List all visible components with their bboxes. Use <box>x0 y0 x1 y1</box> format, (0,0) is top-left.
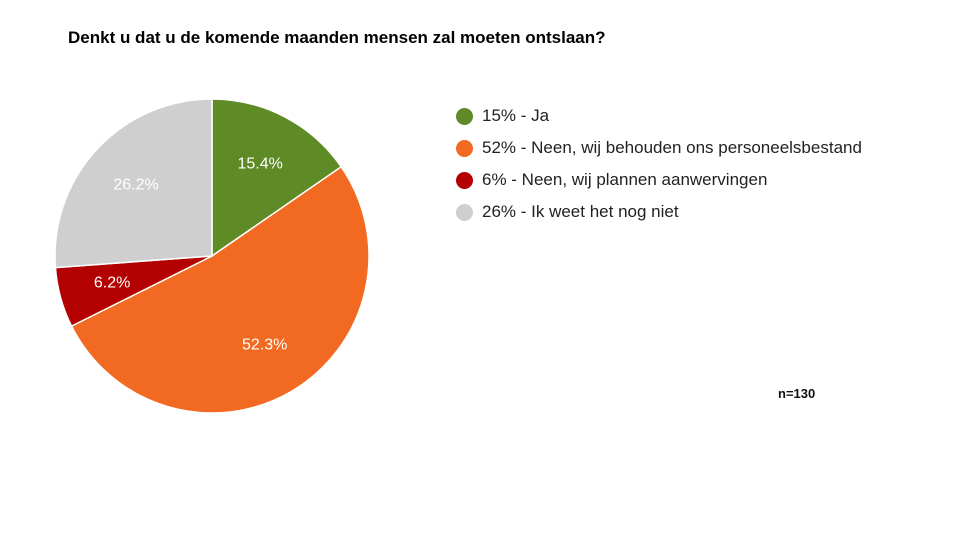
legend: 15% - Ja 52% - Neen, wij behouden ons pe… <box>456 100 862 228</box>
legend-label-neen-behouden: 52% - Neen, wij behouden ons personeelsb… <box>482 138 862 157</box>
legend-label-weet-niet: 26% - Ik weet het nog niet <box>482 202 679 221</box>
chart-title: Denkt u dat u de komende maanden mensen … <box>68 28 606 47</box>
legend-item-ja: 15% - Ja <box>456 100 862 132</box>
legend-item-neen-aanwervingen: 6% - Neen, wij plannen aanwervingen <box>456 164 862 196</box>
legend-dot-neen-aanwervingen-icon <box>456 171 473 189</box>
legend-item-neen-behouden: 52% - Neen, wij behouden ons personeelsb… <box>456 132 862 164</box>
sample-size-note: n=130 <box>778 386 816 401</box>
pie-slice-weet-niet <box>54 98 213 269</box>
legend-dot-neen-behouden-icon <box>456 139 473 157</box>
legend-item-weet-niet: 26% - Ik weet het nog niet <box>456 196 862 228</box>
legend-dot-weet-niet-icon <box>456 203 473 221</box>
pie-slice-ja <box>211 98 343 258</box>
legend-label-ja: 15% - Ja <box>482 106 550 125</box>
legend-dot-ja-icon <box>456 107 473 125</box>
pie-label-weet-niet: 26.2% <box>113 177 158 194</box>
pie-slice-neen-behouden <box>70 165 370 414</box>
legend-label-neen-aanwervingen: 6% - Neen, wij plannen aanwervingen <box>482 170 768 189</box>
pie-label-neen-behouden: 52.3% <box>242 336 287 353</box>
pie-label-ja: 15.4% <box>237 155 282 172</box>
pie-label-neen-aanwervingen: 6.2% <box>94 275 130 292</box>
